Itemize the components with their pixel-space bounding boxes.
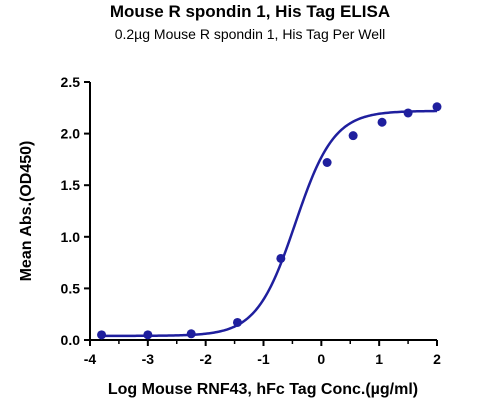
data-point (97, 330, 107, 340)
x-tick-label: -4 (84, 351, 97, 367)
x-tick-label: -2 (199, 351, 212, 367)
data-point (432, 102, 442, 112)
y-tick-label: 2.0 (61, 126, 81, 142)
x-tick-label: 0 (317, 351, 325, 367)
data-point (377, 117, 387, 127)
x-tick-label: -3 (142, 351, 155, 367)
chart-title: Mouse R spondin 1, His Tag ELISA (110, 2, 390, 21)
y-tick-label: 0.0 (61, 332, 81, 348)
y-tick-label: 0.5 (61, 280, 81, 296)
plot-area: 0.0 0.5 1.0 1.5 2.0 2.5 -4 -3 -2 -1 0 1 2 (61, 74, 442, 367)
data-point (232, 317, 242, 327)
fit-curve (101, 109, 438, 338)
x-tick-label: 1 (375, 351, 383, 367)
y-tick-label: 2.5 (61, 74, 81, 90)
y-tick-label: 1.5 (61, 177, 81, 193)
chart-subtitle: 0.2µg Mouse R spondin 1, His Tag Per Wel… (115, 26, 386, 42)
x-tick-label: -1 (257, 351, 270, 367)
y-tick-label: 1.0 (61, 229, 81, 245)
data-point (403, 108, 413, 118)
data-point (143, 330, 153, 340)
data-point (276, 253, 286, 263)
x-tick-label: 2 (433, 351, 441, 367)
data-point (348, 131, 358, 141)
y-axis-label: Mean Abs.(OD450) (18, 141, 35, 282)
data-point (322, 157, 332, 167)
data-point (186, 329, 196, 339)
x-axis-label: Log Mouse RNF43, hFc Tag Conc.(µg/ml) (108, 381, 418, 398)
